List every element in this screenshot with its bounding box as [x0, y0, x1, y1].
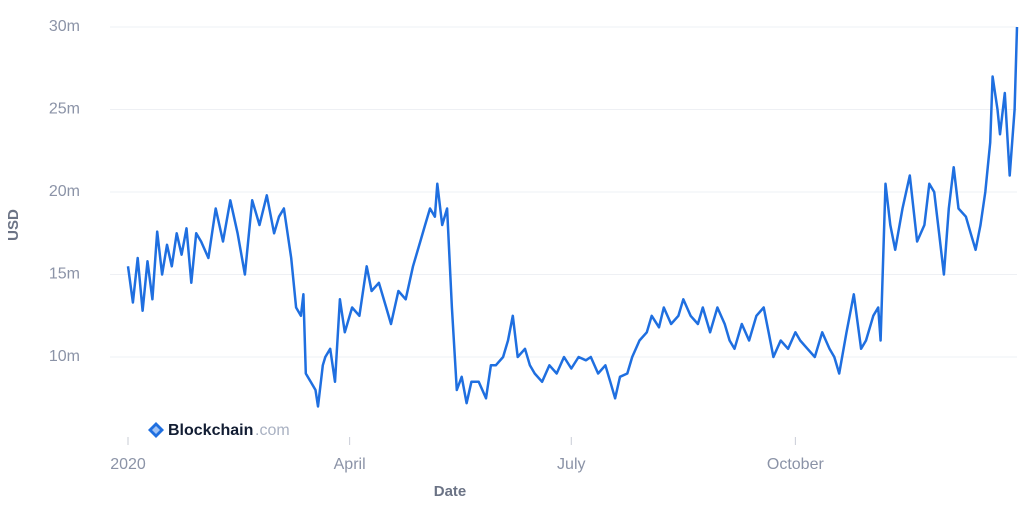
- x-tick-label: April: [334, 456, 366, 473]
- y-tick-label: 20m: [49, 183, 80, 200]
- y-tick-label: 25m: [49, 101, 80, 118]
- watermark: Blockchain .com: [148, 422, 290, 439]
- data-line: [126, 26, 1019, 408]
- x-tick-label: 2020: [110, 456, 146, 473]
- watermark-logo-inner: [152, 426, 160, 434]
- y-axis-title: USD: [5, 209, 22, 241]
- y-tick-label: 30m: [49, 18, 80, 35]
- x-tick-label: July: [557, 456, 585, 473]
- x-tick-label: October: [767, 456, 825, 473]
- watermark-brand: Blockchain: [168, 422, 253, 439]
- watermark-suffix: .com: [255, 422, 290, 439]
- y-tick-label: 10m: [49, 348, 80, 365]
- x-axis-title: Date: [434, 483, 467, 500]
- y-tick-label: 15m: [49, 266, 80, 283]
